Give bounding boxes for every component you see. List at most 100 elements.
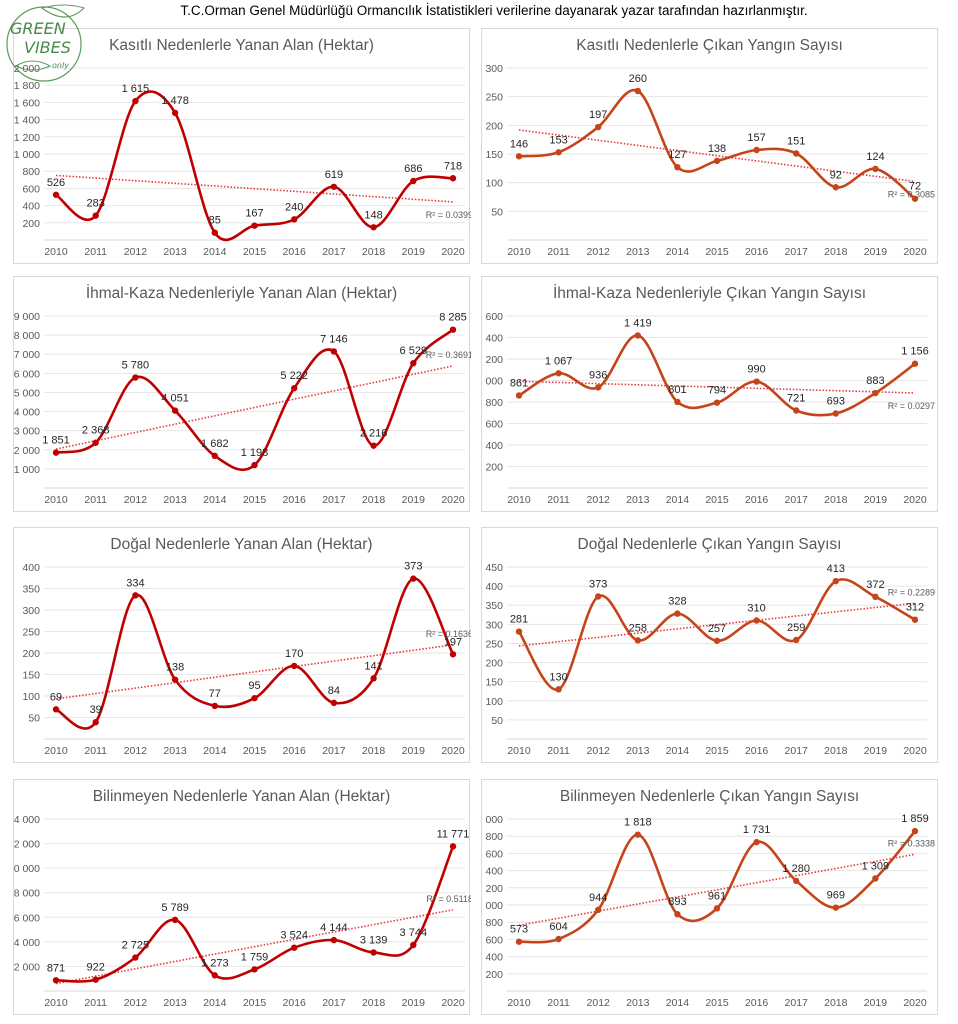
data-point bbox=[449, 326, 457, 333]
data-point bbox=[291, 216, 298, 223]
r-squared-label: R² = 0.3691 bbox=[426, 350, 471, 360]
data-label: 1 615 bbox=[122, 83, 150, 95]
data-point bbox=[832, 577, 839, 585]
data-point bbox=[832, 904, 839, 911]
data-point bbox=[555, 935, 562, 943]
y-tick-label: 50 bbox=[28, 713, 40, 725]
x-tick-label: 2013 bbox=[163, 246, 187, 258]
data-label: 573 bbox=[510, 924, 528, 936]
data-point bbox=[330, 699, 338, 707]
data-label: 5 789 bbox=[161, 902, 189, 914]
data-point bbox=[52, 706, 60, 713]
chart-3: 1 000 2 000 3 000 4 000 5 000 6 000 7 000 8 000… bbox=[14, 311, 471, 506]
data-label: 883 bbox=[866, 375, 884, 387]
r-squared-label: R² = 0.5118 bbox=[426, 894, 471, 904]
x-tick-label: 2011 bbox=[84, 745, 107, 757]
x-tick-label: 2013 bbox=[626, 745, 650, 757]
data-label: 259 bbox=[787, 622, 805, 634]
data-label: 124 bbox=[866, 151, 884, 163]
x-tick-label: 2015 bbox=[705, 745, 729, 757]
x-tick-label: 2017 bbox=[322, 997, 346, 1009]
data-point bbox=[674, 163, 681, 171]
y-tick-label: 200 bbox=[485, 969, 503, 981]
data-label: 801 bbox=[668, 384, 686, 396]
data-point bbox=[52, 191, 60, 198]
y-tick-label: 350 bbox=[485, 600, 503, 612]
x-tick-label: 2016 bbox=[745, 997, 769, 1009]
data-label: 718 bbox=[444, 160, 462, 172]
series-line bbox=[55, 90, 454, 242]
y-tick-label: 8 000 bbox=[14, 330, 40, 342]
x-tick-label: 2016 bbox=[283, 745, 307, 757]
data-label: 861 bbox=[510, 377, 528, 389]
x-tick-label: 2014 bbox=[203, 997, 227, 1009]
data-point bbox=[251, 222, 258, 229]
y-tick-label: 1 200 bbox=[14, 132, 40, 144]
x-tick-label: 2016 bbox=[745, 745, 769, 757]
data-label: 1 731 bbox=[743, 824, 771, 836]
y-tick-label: 100 bbox=[22, 691, 40, 703]
data-point bbox=[92, 212, 99, 219]
data-label: 260 bbox=[629, 73, 647, 85]
data-point bbox=[872, 165, 879, 173]
y-tick-label: 400 bbox=[485, 440, 503, 452]
data-label: 334 bbox=[126, 577, 144, 589]
data-point bbox=[370, 949, 377, 956]
y-tick-label: 1 600 bbox=[14, 97, 40, 109]
data-label: 146 bbox=[510, 138, 528, 150]
data-label: 1 818 bbox=[624, 817, 652, 829]
y-tick-label: 1 800 bbox=[482, 831, 503, 843]
data-label: 3 744 bbox=[400, 927, 428, 939]
chart-title: Kasıtlı Nedenlerle Çıkan Yangın Sayısı bbox=[576, 37, 843, 54]
data-point bbox=[370, 675, 377, 682]
data-point bbox=[211, 972, 218, 979]
x-tick-label: 2019 bbox=[402, 494, 426, 506]
x-tick-label: 2015 bbox=[705, 246, 729, 258]
data-label: 240 bbox=[285, 201, 303, 213]
data-point bbox=[171, 916, 179, 924]
data-label: 92 bbox=[830, 169, 842, 181]
y-tick-label: 2 000 bbox=[14, 961, 40, 973]
data-point bbox=[330, 936, 338, 944]
y-tick-label: 7 000 bbox=[14, 349, 40, 361]
chart-panel-1: Kasıtlı Nedenlerle Yanan Alan (Hektar) 20… bbox=[13, 28, 471, 264]
data-point bbox=[595, 593, 602, 600]
data-point bbox=[410, 177, 417, 185]
trendline bbox=[518, 853, 916, 927]
x-tick-label: 2020 bbox=[441, 745, 465, 757]
data-label: 936 bbox=[589, 369, 607, 381]
y-tick-label: 200 bbox=[22, 648, 40, 660]
y-tick-label: 200 bbox=[485, 120, 503, 132]
x-tick-label: 2015 bbox=[243, 745, 267, 757]
y-tick-label: 800 bbox=[22, 166, 40, 178]
data-point bbox=[713, 905, 721, 912]
data-label: 990 bbox=[747, 364, 765, 376]
data-point bbox=[911, 827, 919, 835]
x-tick-label: 2012 bbox=[124, 246, 148, 258]
data-label: 1 198 bbox=[241, 447, 269, 459]
series-line bbox=[55, 328, 454, 471]
data-point bbox=[211, 702, 218, 710]
chart-panel-4: İhmal-Kaza Nedenleriyle Çıkan Yangın Say… bbox=[481, 276, 938, 512]
x-tick-label: 2010 bbox=[507, 494, 531, 506]
data-point bbox=[634, 831, 641, 838]
y-tick-label: 9 000 bbox=[14, 311, 40, 323]
x-tick-label: 2020 bbox=[441, 246, 465, 258]
x-tick-label: 2017 bbox=[785, 997, 809, 1009]
data-label: 11 771 bbox=[437, 828, 470, 840]
y-tick-label: 100 bbox=[485, 178, 503, 190]
r-squared-label: R² = 0.2289 bbox=[888, 587, 935, 597]
data-point bbox=[674, 398, 681, 406]
series-line bbox=[518, 830, 916, 944]
data-label: 1 682 bbox=[201, 438, 229, 450]
x-tick-label: 2016 bbox=[283, 494, 307, 506]
data-point bbox=[449, 843, 457, 850]
x-tick-label: 2020 bbox=[903, 246, 927, 258]
data-label: 5 222 bbox=[280, 370, 308, 382]
data-label: 373 bbox=[404, 561, 422, 573]
x-tick-label: 2019 bbox=[402, 246, 426, 258]
data-label: 619 bbox=[325, 169, 343, 181]
data-label: 2 368 bbox=[82, 425, 110, 437]
data-point bbox=[291, 385, 298, 392]
data-label: 85 bbox=[209, 215, 221, 227]
